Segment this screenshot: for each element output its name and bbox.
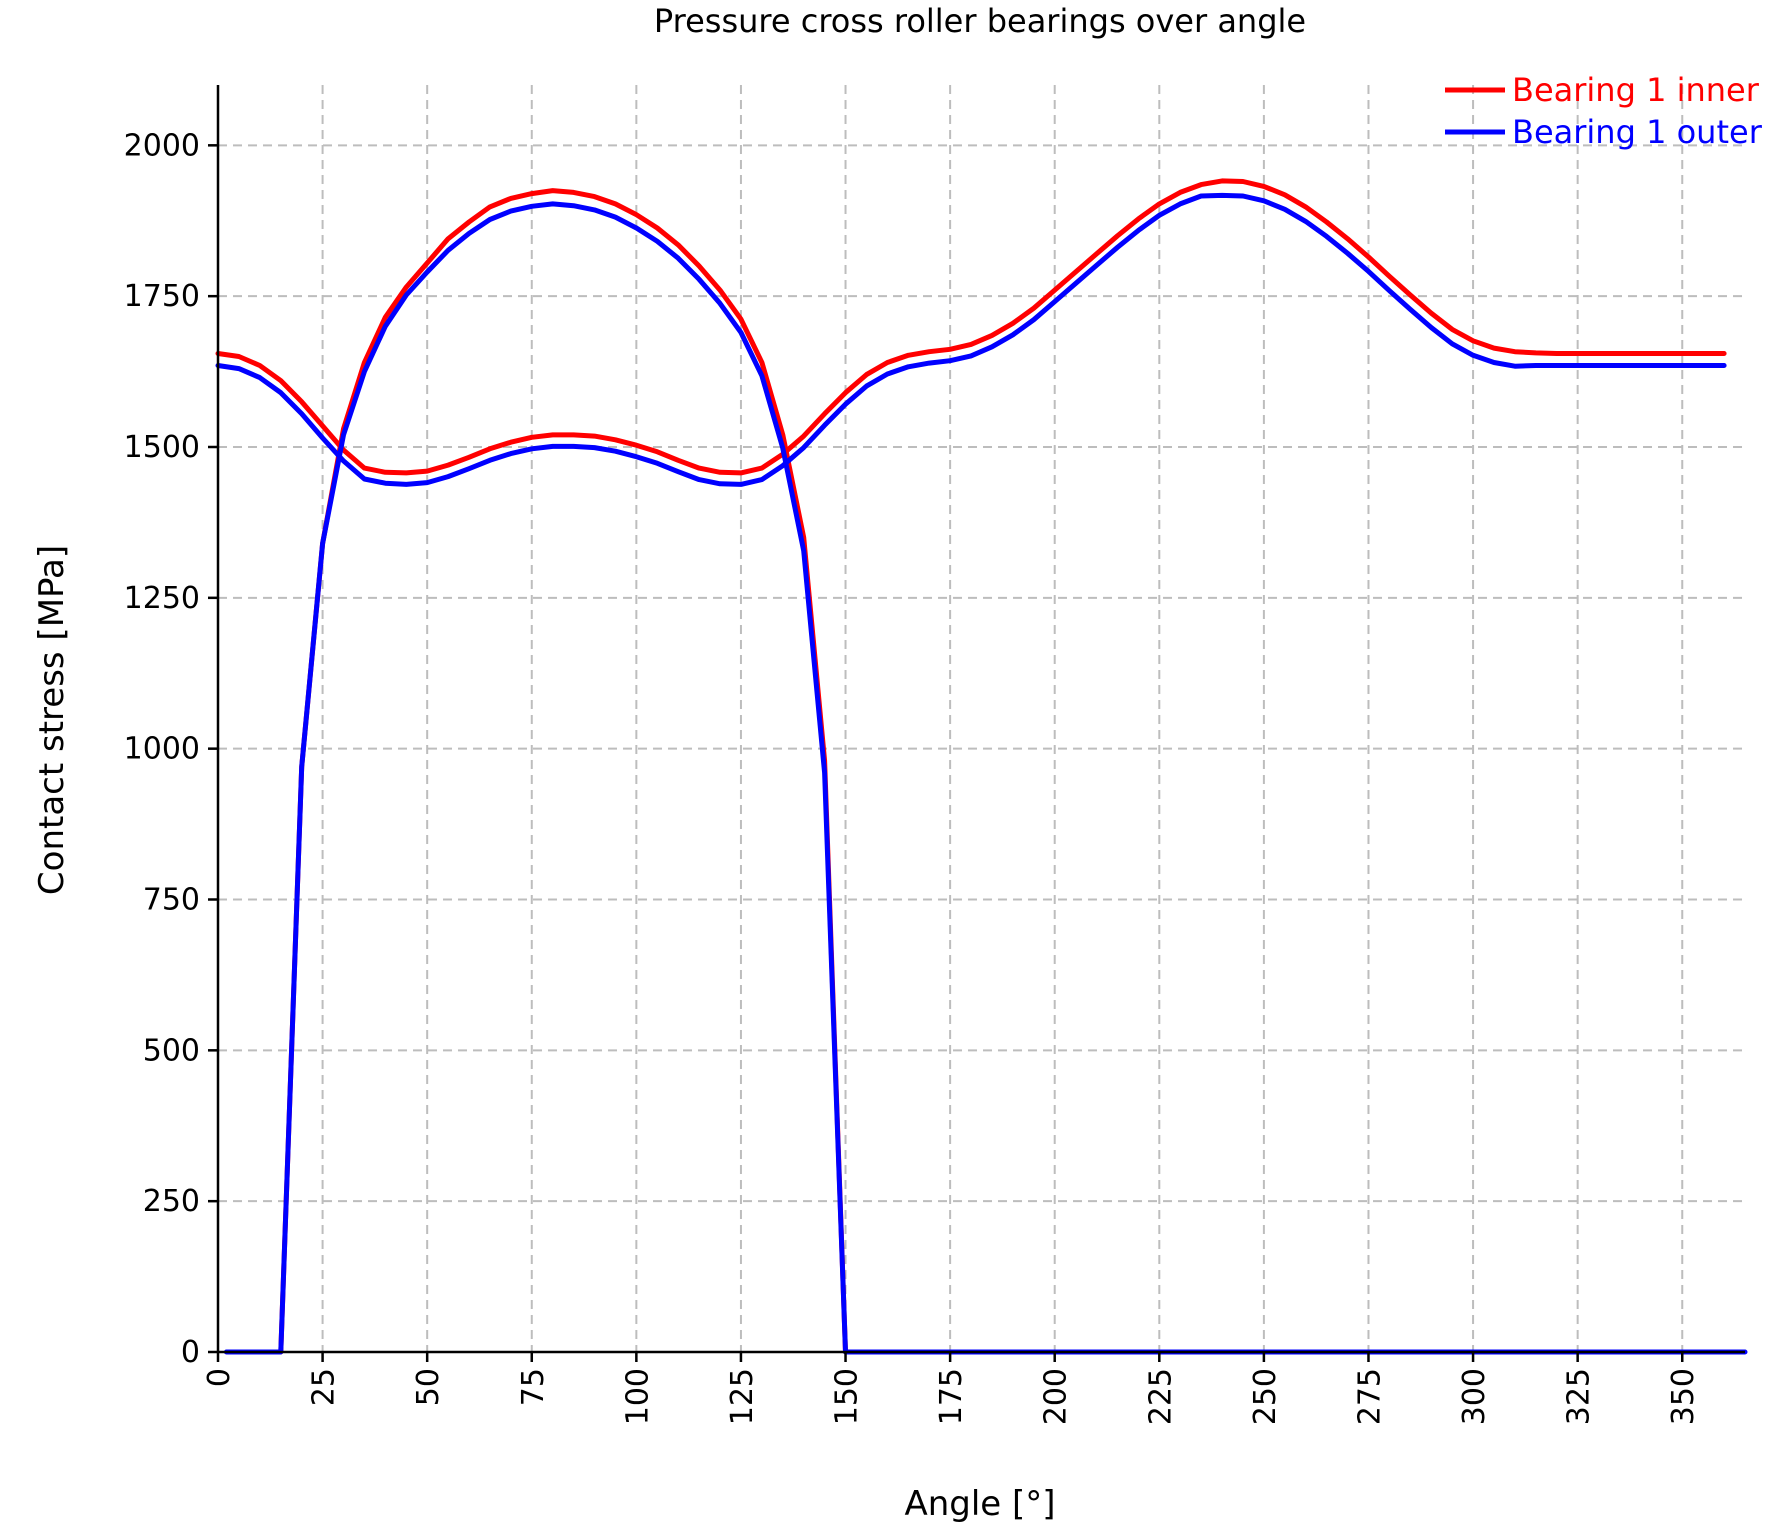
axes [216,85,1745,1354]
x-tick-label: 175 [934,1368,969,1425]
x-tick-label: 275 [1352,1368,1387,1425]
grid [218,85,1745,1352]
x-tick-label: 75 [516,1368,551,1406]
x-tick-label: 100 [620,1368,655,1425]
chart-title: Pressure cross roller bearings over angl… [654,2,1306,40]
y-tick-label: 0 [181,1335,200,1370]
y-tick-label: 2000 [124,128,200,163]
series-lines [215,178,1748,1355]
y-tick-label: 1750 [124,279,200,314]
x-tick-label: 0 [202,1368,237,1387]
x-tick-label: 25 [307,1368,342,1406]
legend-label: Bearing 1 inner [1512,71,1760,109]
series-line-2-curve-1 [215,192,1727,487]
x-tick-label: 350 [1666,1368,1701,1425]
y-axis-label: Contact stress [MPa] [32,545,72,895]
y-tick-label: 1500 [124,430,200,465]
y-tick-label: 1000 [124,732,200,767]
x-tick-label: 300 [1457,1368,1492,1425]
x-tick-label: 225 [1143,1368,1178,1425]
x-tick-label: 125 [725,1368,760,1425]
tick-labels: 0 250 500 750 1000 1250 1500 1750 2000 0 25 50 75 100… [124,128,1702,1425]
x-tick-label: 325 [1562,1368,1597,1425]
x-tick-label: 50 [411,1368,446,1406]
y-tick-label: 1250 [124,581,200,616]
legend-label: Bearing 1 outer [1512,113,1763,151]
legend: Bearing 1 inner Bearing 1 outer [1445,71,1763,151]
y-tick-label: 250 [143,1184,200,1219]
series-line-2-curve-2 [223,201,1748,1355]
x-tick-label: 200 [1039,1368,1074,1425]
y-tick-label: 500 [143,1033,200,1068]
x-tick-label: 150 [830,1368,865,1425]
series-line-1-curve-1 [215,178,1727,476]
x-axis-label: Angle [°] [904,1484,1055,1524]
y-tick-label: 750 [143,883,200,918]
x-tick-label: 250 [1248,1368,1283,1425]
